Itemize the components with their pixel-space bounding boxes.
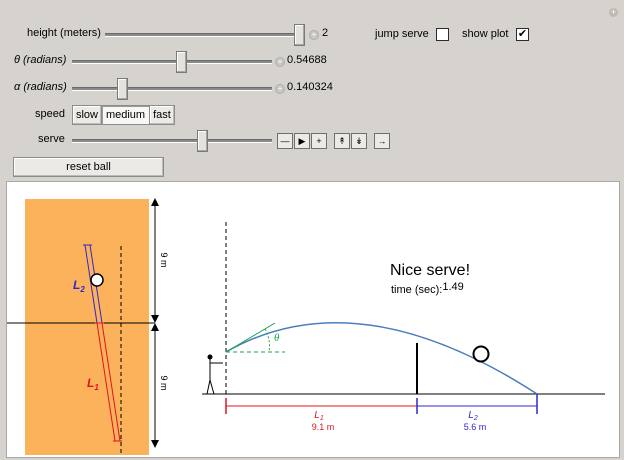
court-path-l2 [84, 244, 98, 324]
serve-label: serve [38, 133, 65, 145]
visualization-panel: L2 L1 9 m 9 m θ L1 9.1 m L2 [6, 181, 620, 458]
step-back-icon[interactable]: — [277, 133, 293, 149]
jump-serve-checkbox[interactable] [436, 28, 449, 41]
dim-arrow-top [151, 198, 159, 206]
dim-label-bottom: 9 m [159, 375, 169, 390]
height-slider-thumb[interactable] [294, 24, 305, 46]
step-forward-icon[interactable]: + [311, 133, 327, 149]
options-plus-icon[interactable]: + [609, 7, 618, 17]
height-label: height (meters) [27, 27, 101, 39]
faster-icon[interactable]: ↟ [334, 133, 350, 149]
plot-ball [472, 345, 490, 363]
theta-arc [264, 328, 270, 353]
server-leg-right [209, 379, 215, 395]
speed-slow-button[interactable]: slow [72, 105, 102, 125]
court-path-l1b [101, 322, 121, 442]
dim-label-top: 9 m [159, 252, 169, 267]
theta-value: 0.54688 [287, 54, 327, 66]
speed-fast-button[interactable]: fast [149, 105, 175, 125]
court-path-l1 [96, 322, 116, 442]
theta-expand-icon[interactable]: + [275, 57, 285, 67]
height-slider[interactable] [105, 24, 305, 46]
theta-ray [225, 322, 276, 353]
show-plot-label: show plot [462, 28, 509, 40]
theta-label: θ (radians) [14, 54, 67, 66]
slower-icon[interactable]: ↡ [351, 133, 367, 149]
dim-arrow-mid-down [151, 323, 159, 331]
alpha-expand-icon[interactable]: + [275, 84, 285, 94]
theta-slider[interactable] [72, 51, 272, 73]
speed-medium-button[interactable]: medium [101, 105, 150, 125]
dim-arrow-bottom [151, 440, 159, 448]
theta-slider-thumb[interactable] [176, 51, 187, 73]
trajectory-curve [225, 322, 538, 395]
court-ball [90, 273, 104, 287]
plot-l1-value: 9.1 m [312, 422, 335, 432]
time-readout: time (sec):1.49 [391, 281, 464, 296]
plot-l2-label: L2 [468, 410, 478, 422]
alpha-value: 0.140324 [287, 81, 333, 93]
alpha-label: α (radians) [14, 81, 67, 93]
serve-slider-thumb[interactable] [197, 130, 208, 152]
plot-l1-label: L1 [314, 410, 324, 422]
reset-ball-button[interactable]: reset ball [13, 157, 164, 177]
serve-message: Nice serve! [390, 262, 470, 279]
jump-serve-label: jump serve [375, 28, 429, 40]
theta-symbol: θ [274, 332, 280, 344]
plot-l2-value: 5.6 m [464, 422, 487, 432]
height-value: 2 [322, 27, 329, 39]
play-icon[interactable]: ▶ [294, 133, 310, 149]
serve-slider[interactable] [72, 130, 272, 152]
dim-arrow-mid-up [151, 315, 159, 323]
height-expand-icon[interactable]: + [309, 30, 319, 40]
server-head [207, 354, 213, 360]
show-plot-checkbox[interactable]: ✔ [516, 28, 529, 41]
speed-label: speed [35, 108, 65, 120]
alpha-slider[interactable] [72, 78, 272, 100]
direction-icon[interactable]: → [374, 133, 390, 149]
visualization-canvas: L2 L1 9 m 9 m θ L1 9.1 m L2 [7, 198, 605, 455]
court [25, 199, 149, 455]
court-l1-label: L1 [87, 376, 99, 392]
server-leg-left [206, 379, 211, 395]
court-l2-label: L2 [73, 278, 85, 294]
alpha-slider-thumb[interactable] [117, 78, 128, 100]
